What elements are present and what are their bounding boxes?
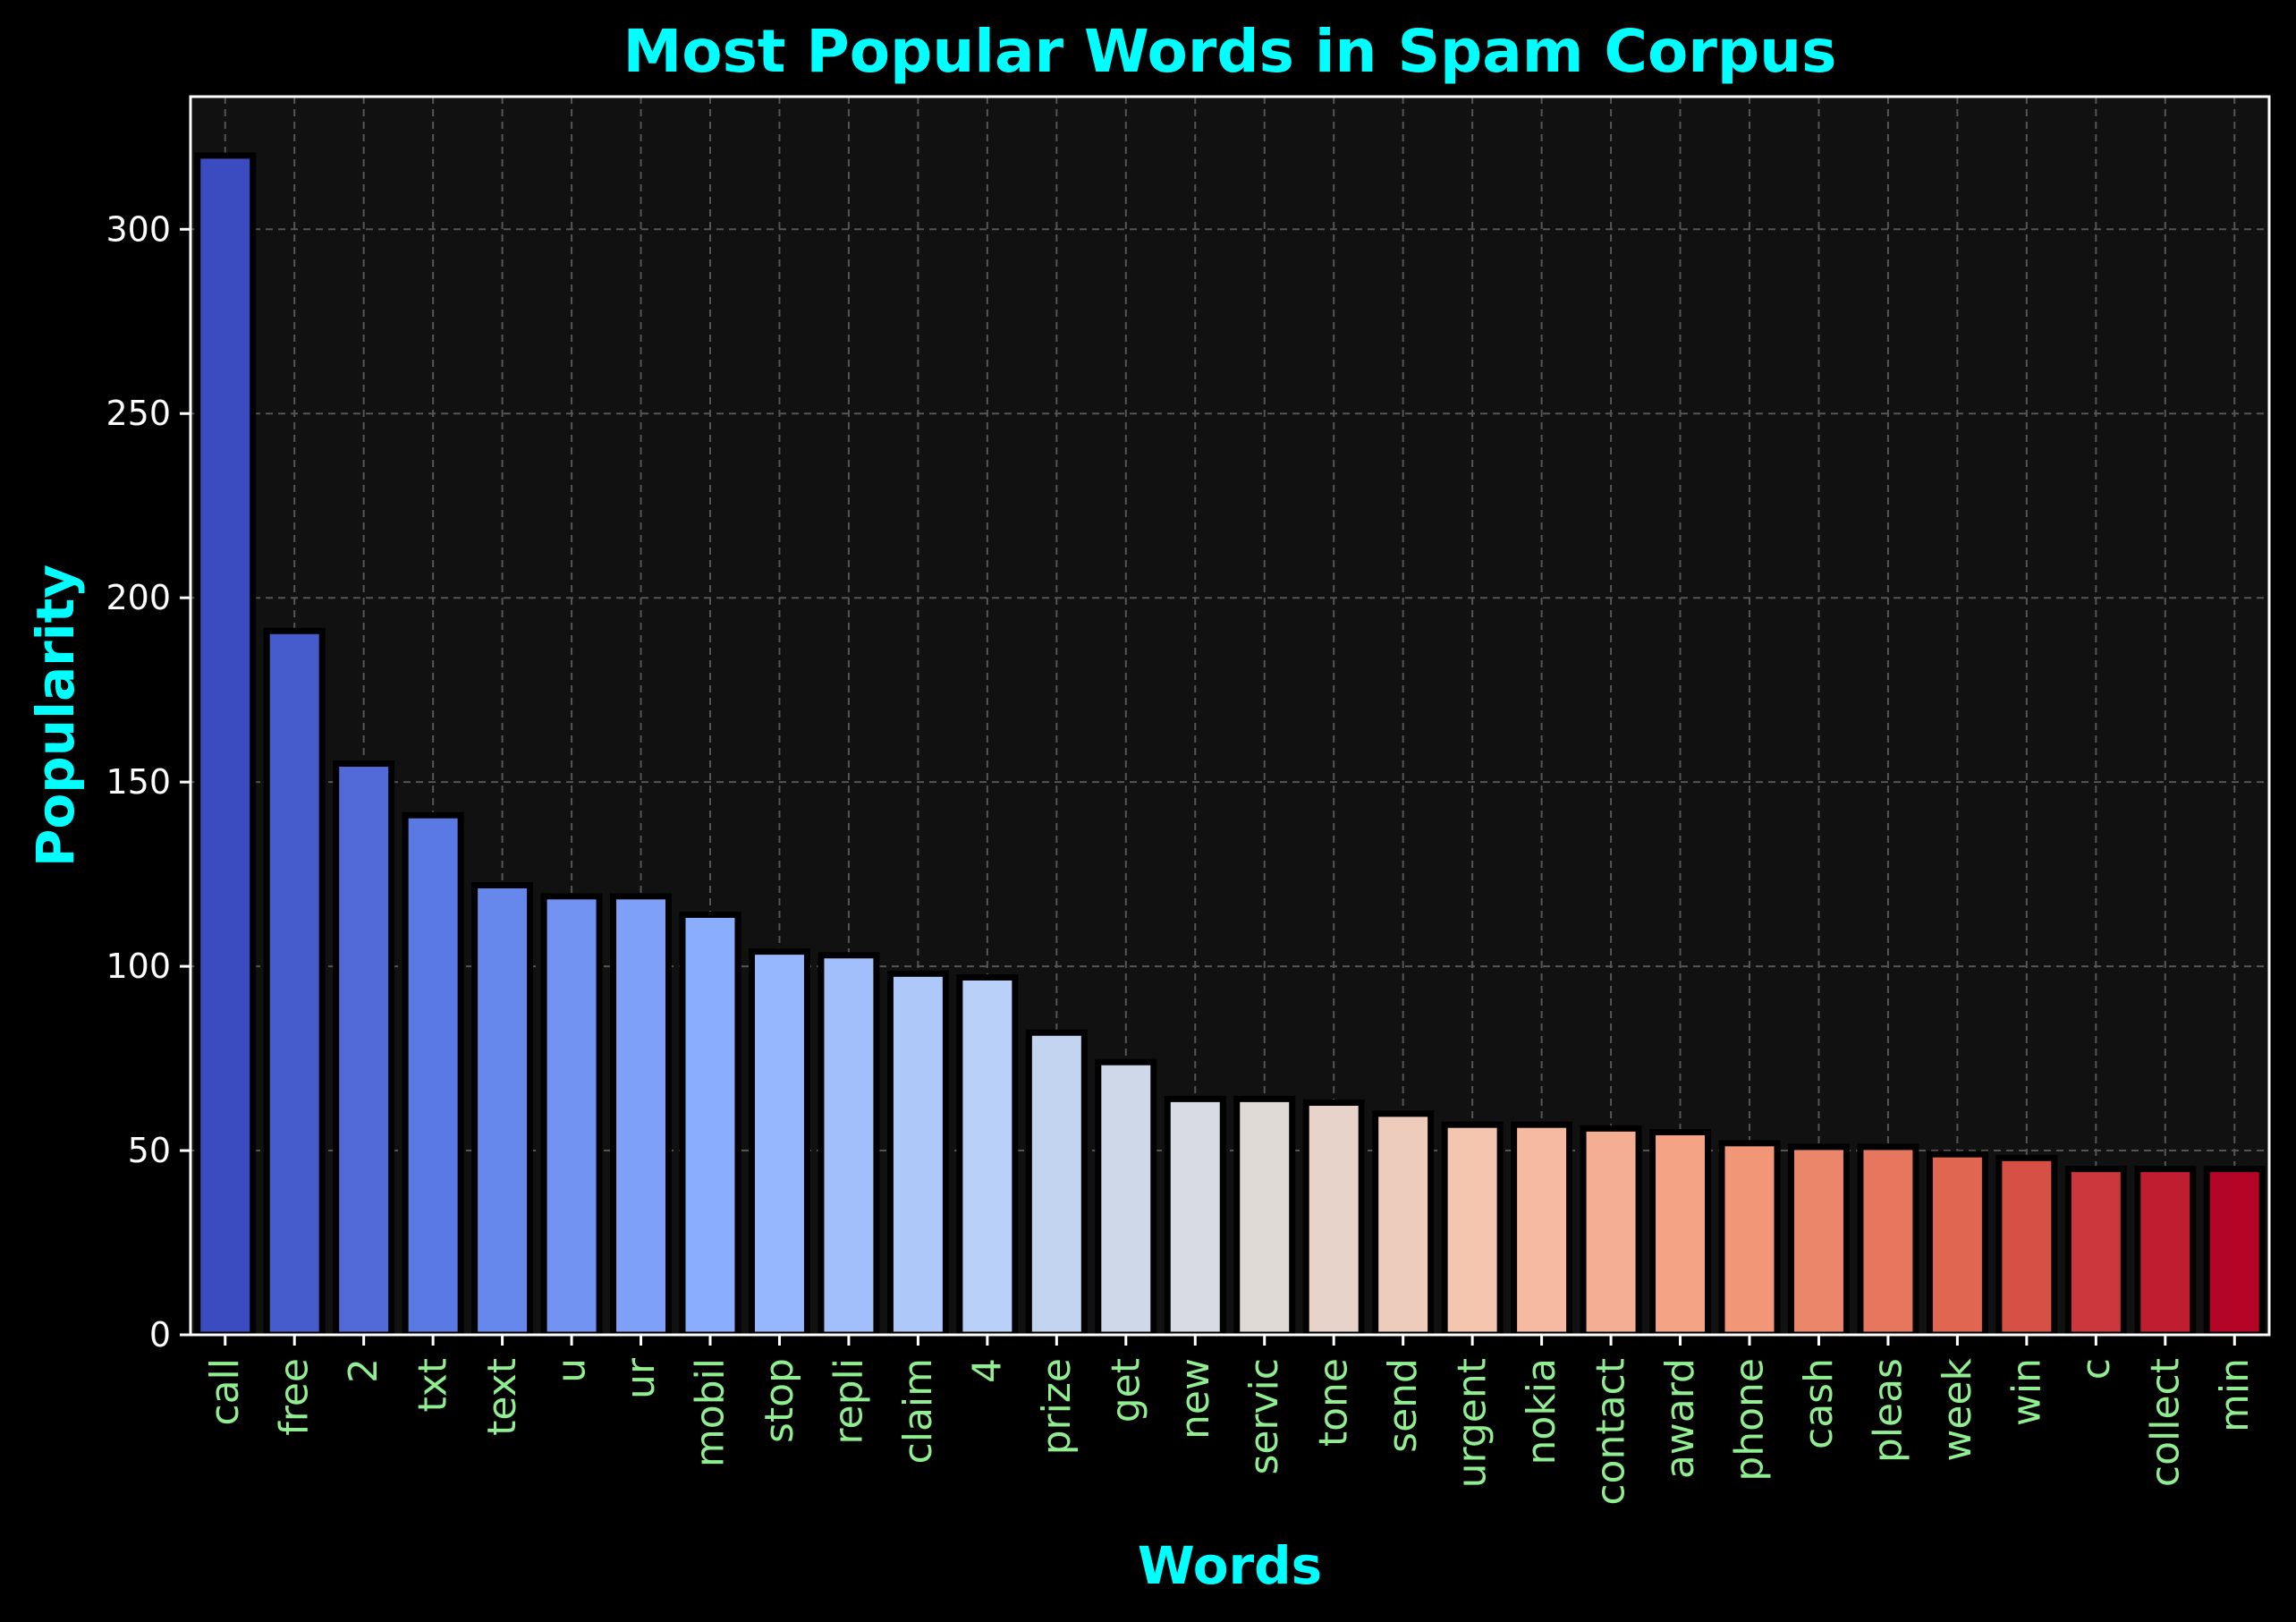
x-tick-label: text [479, 1358, 525, 1436]
bar-phone [1718, 1140, 1781, 1338]
bar-week [1926, 1151, 1988, 1338]
x-tick-label: stop [757, 1358, 802, 1443]
x-tick-label: repli [826, 1358, 871, 1445]
x-tick-label: 2 [341, 1358, 386, 1383]
x-tick-label: u [549, 1358, 595, 1383]
bar-repli [818, 952, 880, 1338]
bar-urgent [1441, 1121, 1504, 1338]
bar-txt [402, 811, 464, 1338]
x-tick-label: free [272, 1358, 318, 1436]
bar-2 [333, 760, 395, 1338]
x-tick-label: urgent [1450, 1358, 1495, 1488]
x-tick-label: c [2073, 1358, 2119, 1380]
x-ticks: call free 2 txt text u ur mobil stop repli claim 4 p… [202, 1335, 2258, 1506]
bar-nokia [1511, 1121, 1573, 1338]
chart-title: Most Popular Words in Spam Corpus [623, 17, 1837, 86]
bar-send [1372, 1110, 1435, 1338]
x-axis-label: Words [1138, 1535, 1322, 1596]
y-ticks: 0 50 100 150 200 250 300 [106, 209, 191, 1354]
y-tick-label: 100 [106, 947, 171, 986]
x-tick-label: ur [618, 1357, 664, 1399]
y-tick-label: 0 [149, 1315, 171, 1354]
bar-contact [1580, 1125, 1642, 1338]
bar-new [1164, 1095, 1226, 1338]
x-tick-label: send [1380, 1358, 1426, 1453]
x-tick-label: contact [1589, 1358, 1634, 1506]
x-tick-label: collect [2142, 1358, 2188, 1487]
x-tick-label: prize [1034, 1358, 1080, 1455]
bar-stop [748, 948, 810, 1338]
x-tick-label: tone [1311, 1358, 1357, 1447]
y-axis-label: Popularity [25, 565, 86, 867]
x-tick-label: call [202, 1358, 248, 1426]
y-tick-label: 50 [128, 1131, 171, 1170]
bar-tone [1302, 1100, 1365, 1338]
x-tick-label: pleas [1865, 1358, 1911, 1463]
x-tick-label: mobil [688, 1358, 733, 1467]
x-tick-label: award [1657, 1358, 1703, 1479]
bars [194, 152, 2266, 1338]
bar-mobil [679, 911, 741, 1338]
y-tick-label: 250 [106, 394, 171, 433]
x-tick-label: servic [1241, 1358, 1287, 1475]
bar-pleas [1857, 1143, 1919, 1338]
y-tick-label: 150 [106, 762, 171, 802]
bar-text [471, 881, 534, 1338]
axes-frame [189, 95, 2271, 1337]
x-tick-label: get [1103, 1358, 1148, 1422]
x-tick-label: week [1935, 1357, 1980, 1461]
bar-u [540, 893, 603, 1338]
bar-collect [2134, 1166, 2197, 1338]
bar-c [2064, 1166, 2127, 1338]
bar-free [263, 627, 326, 1338]
bar-prize [1025, 1029, 1088, 1338]
bar-4 [956, 973, 1019, 1338]
x-tick-label: nokia [1519, 1358, 1564, 1465]
bar-ur [610, 893, 673, 1338]
bar-cash [1787, 1143, 1850, 1338]
bar-call [194, 152, 257, 1338]
axes [189, 95, 2271, 1337]
x-tick-label: phone [1727, 1358, 1773, 1482]
x-tick-label: min [2212, 1358, 2258, 1432]
bar-award [1649, 1128, 1712, 1338]
bar-min [2203, 1166, 2266, 1338]
bar-claim [886, 970, 949, 1338]
bar-win [1995, 1154, 2058, 1338]
x-tick-label: cash [1796, 1358, 1842, 1449]
y-tick-label: 300 [106, 209, 171, 249]
x-tick-label: txt [411, 1358, 456, 1413]
x-tick-label: 4 [964, 1358, 1010, 1383]
x-tick-label: win [2004, 1358, 2049, 1426]
x-tick-label: new [1173, 1358, 1218, 1439]
x-tick-label: claim [895, 1358, 941, 1464]
plot-area [191, 97, 2269, 1335]
bar-get [1095, 1058, 1157, 1338]
y-tick-label: 200 [106, 578, 171, 617]
bar-servic [1233, 1095, 1296, 1338]
